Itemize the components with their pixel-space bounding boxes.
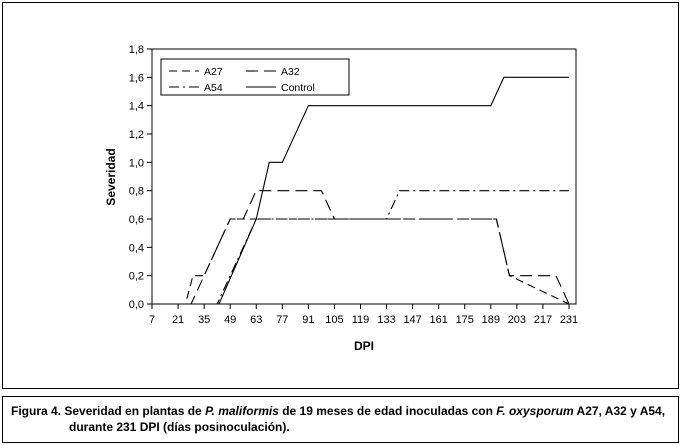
x-tick-label: 63 bbox=[250, 314, 262, 326]
x-tick-label: 119 bbox=[352, 314, 370, 326]
legend-box bbox=[160, 58, 350, 96]
legend-label-control: Control bbox=[281, 82, 315, 94]
x-tick-label: 7 bbox=[149, 314, 155, 326]
y-tick-label: 1,4 bbox=[129, 101, 144, 113]
legend-label-a32: A32 bbox=[281, 66, 300, 78]
figure-caption: Figura 4. Severidad en plantas de P. mal… bbox=[11, 403, 671, 435]
x-tick-label: 217 bbox=[534, 314, 552, 326]
x-tick-label: 21 bbox=[172, 314, 184, 326]
caption-prefix: Figura 4. Severidad en plantas de bbox=[11, 404, 206, 418]
x-tick-label: 35 bbox=[198, 314, 210, 326]
y-tick-label: 0,6 bbox=[129, 214, 144, 226]
x-tick-label: 91 bbox=[302, 314, 314, 326]
x-tick-label: 49 bbox=[224, 314, 236, 326]
series-line-a54 bbox=[152, 190, 569, 305]
plot-area bbox=[151, 48, 577, 305]
caption-suffix: A27, A32 y A54, bbox=[573, 404, 666, 418]
y-tick-label: 0,2 bbox=[129, 271, 144, 283]
caption-species-1: P. maliformis bbox=[205, 404, 279, 418]
y-tick-label: 0,0 bbox=[129, 299, 144, 311]
y-tick-label: 1,6 bbox=[129, 72, 144, 84]
x-tick-label: 231 bbox=[560, 314, 578, 326]
x-axis-label: DPI bbox=[354, 339, 374, 353]
y-tick-label: 1,2 bbox=[129, 129, 144, 141]
x-tick-label: 161 bbox=[430, 314, 448, 326]
y-tick-label: 1,8 bbox=[129, 44, 144, 56]
legend: A27 A32 A54 Control bbox=[160, 58, 350, 96]
y-tick-label: 0,8 bbox=[129, 186, 144, 198]
x-tick-label: 133 bbox=[377, 314, 395, 326]
caption-line-2: durante 231 DPI (días posinoculación). bbox=[69, 420, 290, 434]
x-tick-label: 105 bbox=[325, 314, 343, 326]
caption-frame: Figura 4. Severidad en plantas de P. mal… bbox=[2, 396, 679, 443]
series-line-a32 bbox=[152, 190, 570, 305]
legend-label-a27: A27 bbox=[204, 66, 223, 78]
chart-frame: 0,0 0,2 0,4 0,6 0,8 1,0 1,2 1,4 1,6 1,8 7 21 35 49 63… bbox=[2, 2, 679, 389]
x-tick-label: 147 bbox=[403, 314, 421, 326]
x-tick-label: 77 bbox=[276, 314, 288, 326]
x-tick-label: 189 bbox=[482, 314, 500, 326]
legend-label-a54: A54 bbox=[204, 82, 223, 94]
caption-species-2: F. oxysporum bbox=[496, 404, 574, 418]
x-tick-label: 203 bbox=[508, 314, 526, 326]
series-line-control bbox=[152, 76, 569, 305]
y-axis-label: Severidad bbox=[104, 148, 118, 205]
y-tick-label: 1,0 bbox=[129, 157, 144, 169]
caption-middle: de 19 meses de edad inoculadas con bbox=[278, 404, 497, 418]
y-tick-label: 0,4 bbox=[129, 242, 144, 254]
x-tick-label: 175 bbox=[456, 314, 474, 326]
severity-line-chart: 0,0 0,2 0,4 0,6 0,8 1,0 1,2 1,4 1,6 1,8 7 21 35 49 63… bbox=[104, 44, 578, 353]
